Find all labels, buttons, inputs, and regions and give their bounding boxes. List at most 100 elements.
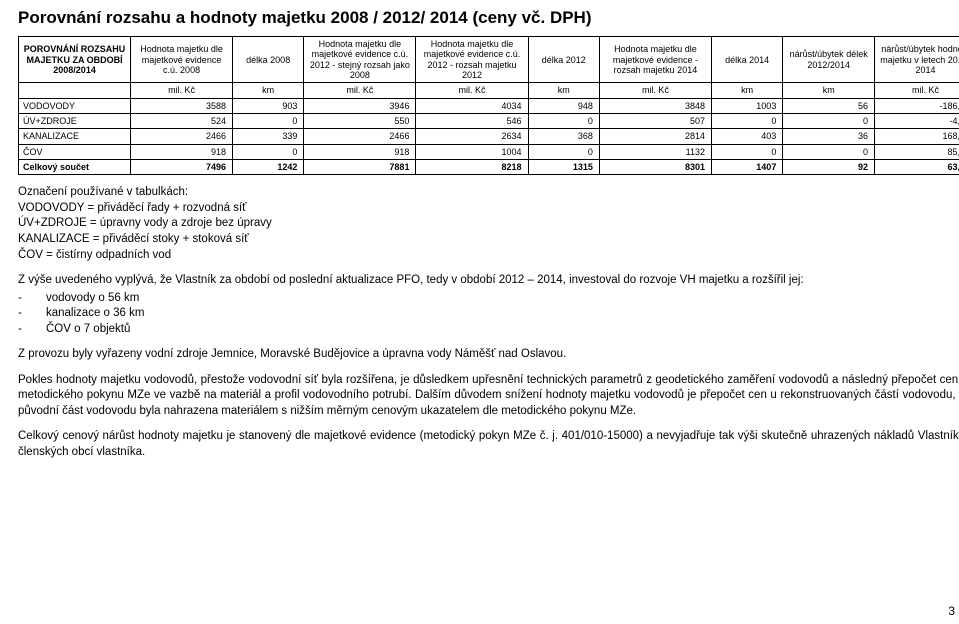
row-label: KANALIZACE (19, 129, 131, 144)
row-label: ČOV (19, 144, 131, 159)
unit-cell: mil. Kč (304, 83, 416, 98)
data-cell: 0 (233, 114, 304, 129)
data-cell: 948 (528, 98, 599, 113)
col-header: nárůst/úbytek hodnoty majetku v letech 2… (875, 37, 959, 83)
paragraph-text: Z výše uvedeného vyplývá, že Vlastník za… (18, 274, 804, 286)
unit-cell: km (528, 83, 599, 98)
legend-intro: Označení používané v tabulkách: (18, 186, 188, 198)
invest-list: -vodovody o 56 km -kanalizace o 36 km -Č… (18, 291, 959, 338)
data-cell: 168,00 (875, 129, 959, 144)
data-cell: 546 (416, 114, 528, 129)
table-row: ČOV91809181004011320085,60 (19, 144, 959, 159)
row-label: ÚV+ZDROJE (19, 114, 131, 129)
list-item-label: ČOV o 7 objektů (46, 322, 130, 338)
page-title: Porovnání rozsahu a hodnoty majetku 2008… (18, 8, 959, 28)
legend-line: ČOV = čistírny odpadních vod (18, 249, 171, 261)
legend-line: KANALIZACE = přiváděcí stoky + stoková s… (18, 233, 249, 245)
dash-icon: - (18, 322, 46, 338)
col-header: Hodnota majetku dle majetkové evidence c… (131, 37, 233, 83)
col-header: Hodnota majetku dle majetkové evidence c… (416, 37, 528, 83)
data-cell: 1132 (599, 144, 711, 159)
data-cell: 1242 (233, 160, 304, 175)
data-cell: 36 (783, 129, 875, 144)
unit-cell: mil. Kč (599, 83, 711, 98)
data-cell: 550 (304, 114, 416, 129)
unit-cell: km (712, 83, 783, 98)
list-item-label: vodovody o 56 km (46, 291, 139, 307)
dash-icon: - (18, 306, 46, 322)
data-cell: 2466 (131, 129, 233, 144)
paragraph-decline: Pokles hodnoty majetku vodovodů, přestož… (18, 373, 959, 420)
data-cell: 2814 (599, 129, 711, 144)
data-cell: 1315 (528, 160, 599, 175)
col-header: Hodnota majetku dle majetkové evidence -… (599, 37, 711, 83)
data-cell: 7881 (304, 160, 416, 175)
data-cell: 2634 (416, 129, 528, 144)
paragraph-invest: Z výše uvedeného vyplývá, že Vlastník za… (18, 273, 959, 289)
data-cell: 85,60 (875, 144, 959, 159)
data-cell: 92 (783, 160, 875, 175)
unit-cell: mil. Kč (131, 83, 233, 98)
data-cell: 507 (599, 114, 711, 129)
legend-line: ÚV+ZDROJE = úpravny vody a zdroje bez úp… (18, 217, 272, 229)
data-cell: 8218 (416, 160, 528, 175)
list-item: -ČOV o 7 objektů (18, 322, 959, 338)
data-cell: 8301 (599, 160, 711, 175)
data-cell: 1407 (712, 160, 783, 175)
data-cell: 918 (304, 144, 416, 159)
legend-block: Označení používané v tabulkách: VODOVODY… (18, 185, 959, 263)
col-header: POROVNÁNÍ ROZSAHU MAJETKU ZA OBDOBÍ 2008… (19, 37, 131, 83)
data-cell: 0 (712, 114, 783, 129)
data-cell: 0 (783, 114, 875, 129)
data-cell: 524 (131, 114, 233, 129)
list-item-label: kanalizace o 36 km (46, 306, 144, 322)
unit-cell: km (233, 83, 304, 98)
data-cell: 0 (528, 144, 599, 159)
data-cell: 3848 (599, 98, 711, 113)
data-cell: 3946 (304, 98, 416, 113)
data-cell: 0 (712, 144, 783, 159)
list-item: -kanalizace o 36 km (18, 306, 959, 322)
data-cell: 4034 (416, 98, 528, 113)
data-cell: -4,20 (875, 114, 959, 129)
data-cell: -186,22 (875, 98, 959, 113)
table-header-row: POROVNÁNÍ ROZSAHU MAJETKU ZA OBDOBÍ 2008… (19, 37, 959, 83)
col-header: nárůst/úbytek délek 2012/2014 (783, 37, 875, 83)
data-cell: 0 (528, 114, 599, 129)
col-header: délka 2008 (233, 37, 304, 83)
col-header: délka 2012 (528, 37, 599, 83)
data-cell: 1003 (712, 98, 783, 113)
table-units-row: mil. Kč km mil. Kč mil. Kč km mil. Kč km… (19, 83, 959, 98)
table-row: VODOVODY3588903394640349483848100356-186… (19, 98, 959, 113)
col-header: délka 2014 (712, 37, 783, 83)
data-cell: 7496 (131, 160, 233, 175)
row-label: Celkový součet (19, 160, 131, 175)
data-cell: 63,18 (875, 160, 959, 175)
data-cell: 3588 (131, 98, 233, 113)
dash-icon: - (18, 291, 46, 307)
data-cell: 56 (783, 98, 875, 113)
data-cell: 339 (233, 129, 304, 144)
data-cell: 368 (528, 129, 599, 144)
paragraph-removed: Z provozu byly vyřazeny vodní zdroje Jem… (18, 347, 959, 363)
unit-cell: km (783, 83, 875, 98)
data-cell: 0 (233, 144, 304, 159)
data-cell: 403 (712, 129, 783, 144)
col-header: Hodnota majetku dle majetkové evidence c… (304, 37, 416, 83)
list-item: -vodovody o 56 km (18, 291, 959, 307)
unit-cell: mil. Kč (416, 83, 528, 98)
table-row: KANALIZACE246633924662634368281440336168… (19, 129, 959, 144)
data-cell: 2466 (304, 129, 416, 144)
data-cell: 918 (131, 144, 233, 159)
paragraph-total: Celkový cenový nárůst hodnoty majetku je… (18, 429, 959, 460)
data-cell: 903 (233, 98, 304, 113)
table-row: Celkový součet74961242788182181315830114… (19, 160, 959, 175)
unit-cell (19, 83, 131, 98)
row-label: VODOVODY (19, 98, 131, 113)
unit-cell: mil. Kč (875, 83, 959, 98)
data-cell: 1004 (416, 144, 528, 159)
data-cell: 0 (783, 144, 875, 159)
table-row: ÚV+ZDROJE5240550546050700-4,20 (19, 114, 959, 129)
comparison-table: POROVNÁNÍ ROZSAHU MAJETKU ZA OBDOBÍ 2008… (18, 36, 959, 175)
legend-line: VODOVODY = přiváděcí řady + rozvodná síť (18, 202, 246, 214)
